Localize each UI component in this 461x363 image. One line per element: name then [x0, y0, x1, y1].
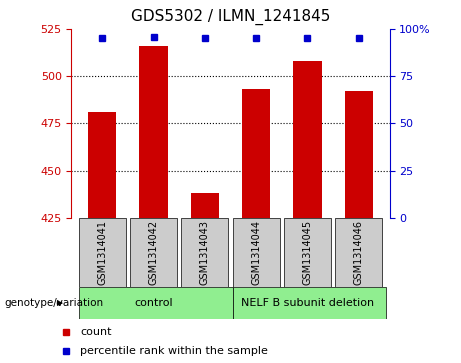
Text: percentile rank within the sample: percentile rank within the sample [80, 346, 268, 356]
Bar [79, 287, 232, 319]
Bar [181, 218, 229, 287]
Bar [139, 46, 168, 218]
Bar [232, 287, 386, 319]
Text: GSM1314046: GSM1314046 [354, 220, 364, 285]
Text: GSM1314044: GSM1314044 [251, 220, 261, 285]
Text: GSM1314043: GSM1314043 [200, 220, 210, 285]
Title: GDS5302 / ILMN_1241845: GDS5302 / ILMN_1241845 [131, 9, 330, 25]
Text: count: count [80, 327, 112, 338]
Bar [293, 61, 322, 218]
Text: genotype/variation: genotype/variation [5, 298, 104, 308]
Text: GSM1314042: GSM1314042 [148, 220, 159, 285]
Bar [284, 218, 331, 287]
Text: control: control [134, 298, 173, 308]
Text: NELF B subunit deletion: NELF B subunit deletion [241, 298, 374, 308]
Bar [242, 89, 270, 218]
Bar [345, 91, 373, 218]
Bar [88, 112, 116, 218]
Bar [191, 193, 219, 218]
Text: GSM1314041: GSM1314041 [97, 220, 107, 285]
Text: GSM1314045: GSM1314045 [302, 220, 313, 285]
Bar [335, 218, 382, 287]
Bar [232, 218, 280, 287]
Bar [130, 218, 177, 287]
Bar [79, 218, 126, 287]
